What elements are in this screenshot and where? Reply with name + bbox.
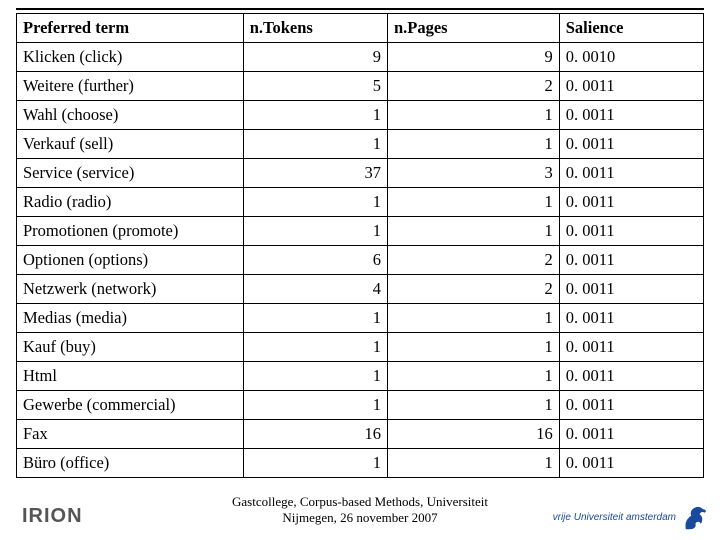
table-cell: 1 [387,188,559,217]
table-cell: 9 [243,43,387,72]
table-cell: 2 [387,246,559,275]
table-cell: 0. 0011 [559,333,703,362]
table-cell: Weitere (further) [17,72,244,101]
table-cell: 0. 0011 [559,217,703,246]
table-cell: 0. 0011 [559,391,703,420]
table-cell: Optionen (options) [17,246,244,275]
table-cell: Verkauf (sell) [17,130,244,159]
table-cell: Html [17,362,244,391]
table-cell: 1 [387,304,559,333]
table-row: Weitere (further)520. 0011 [17,72,704,101]
table-cell: Gewerbe (commercial) [17,391,244,420]
table-cell: 1 [243,188,387,217]
caption-line-2: Nijmegen, 26 november 2007 [282,510,437,525]
table-cell: 0. 0011 [559,362,703,391]
table-cell: 0. 0010 [559,43,703,72]
table-cell: Klicken (click) [17,43,244,72]
table-cell: 0. 0011 [559,188,703,217]
left-logo: IRION [22,505,83,528]
table-row: Promotionen (promote)110. 0011 [17,217,704,246]
table-cell: 1 [243,333,387,362]
table-cell: 6 [243,246,387,275]
col-header-pages: n.Pages [387,14,559,43]
table-cell: 4 [243,275,387,304]
table-cell: 1 [243,391,387,420]
slide: Preferred term n.Tokens n.Pages Salience… [0,0,720,540]
table-cell: 0. 0011 [559,304,703,333]
table-row: Netzwerk (network)420. 0011 [17,275,704,304]
table-row: Fax16160. 0011 [17,420,704,449]
table-cell: 3 [387,159,559,188]
table-cell: 1 [387,101,559,130]
table-cell: 1 [387,217,559,246]
col-header-term: Preferred term [17,14,244,43]
table-row: Verkauf (sell)110. 0011 [17,130,704,159]
table-cell: 0. 0011 [559,275,703,304]
table-cell: Fax [17,420,244,449]
table-body: Klicken (click)990. 0010Weitere (further… [17,43,704,478]
table-cell: 0. 0011 [559,130,703,159]
table-cell: 1 [387,333,559,362]
table-cell: 16 [243,420,387,449]
table-row: Medias (media)110. 0011 [17,304,704,333]
footer: IRION Gastcollege, Corpus-based Methods,… [0,494,720,534]
table-cell: 1 [243,217,387,246]
table-cell: 0. 0011 [559,246,703,275]
table-row: Wahl (choose)110. 0011 [17,101,704,130]
table-cell: 37 [243,159,387,188]
table-cell: 1 [387,391,559,420]
table-cell: 1 [243,304,387,333]
table-cell: 1 [243,362,387,391]
table-cell: Kauf (buy) [17,333,244,362]
table-row: Html110. 0011 [17,362,704,391]
table-cell: 5 [243,72,387,101]
col-header-tokens: n.Tokens [243,14,387,43]
table-cell: 1 [387,449,559,478]
data-table: Preferred term n.Tokens n.Pages Salience… [16,13,704,478]
caption-line-1: Gastcollege, Corpus-based Methods, Unive… [232,494,488,509]
table-cell: 1 [243,101,387,130]
table-cell: 1 [243,130,387,159]
table-row: Klicken (click)990. 0010 [17,43,704,72]
col-header-salience: Salience [559,14,703,43]
table-row: Optionen (options)620. 0011 [17,246,704,275]
table-cell: 0. 0011 [559,72,703,101]
table-header: Preferred term n.Tokens n.Pages Salience [17,14,704,43]
top-rule [16,8,704,10]
table-cell: 0. 0011 [559,101,703,130]
table-cell: 2 [387,275,559,304]
table-row: Büro (office)110. 0011 [17,449,704,478]
table-cell: 0. 0011 [559,159,703,188]
table-cell: 1 [243,449,387,478]
table-cell: Netzwerk (network) [17,275,244,304]
table-cell: 1 [387,130,559,159]
table-cell: 2 [387,72,559,101]
table-row: Kauf (buy)110. 0011 [17,333,704,362]
table-cell: Radio (radio) [17,188,244,217]
table-row: Radio (radio)110. 0011 [17,188,704,217]
griffin-icon [680,502,708,532]
table-cell: 9 [387,43,559,72]
table-row: Service (service)3730. 0011 [17,159,704,188]
table-cell: Service (service) [17,159,244,188]
table-cell: Wahl (choose) [17,101,244,130]
table-cell: Büro (office) [17,449,244,478]
table-cell: 0. 0011 [559,420,703,449]
table-cell: 16 [387,420,559,449]
table-row: Gewerbe (commercial)110. 0011 [17,391,704,420]
right-logo-text: vrije Universiteit amsterdam [553,512,676,523]
table-cell: 0. 0011 [559,449,703,478]
table-cell: Promotionen (promote) [17,217,244,246]
table-cell: 1 [387,362,559,391]
table-cell: Medias (media) [17,304,244,333]
right-logo: vrije Universiteit amsterdam [553,502,708,532]
